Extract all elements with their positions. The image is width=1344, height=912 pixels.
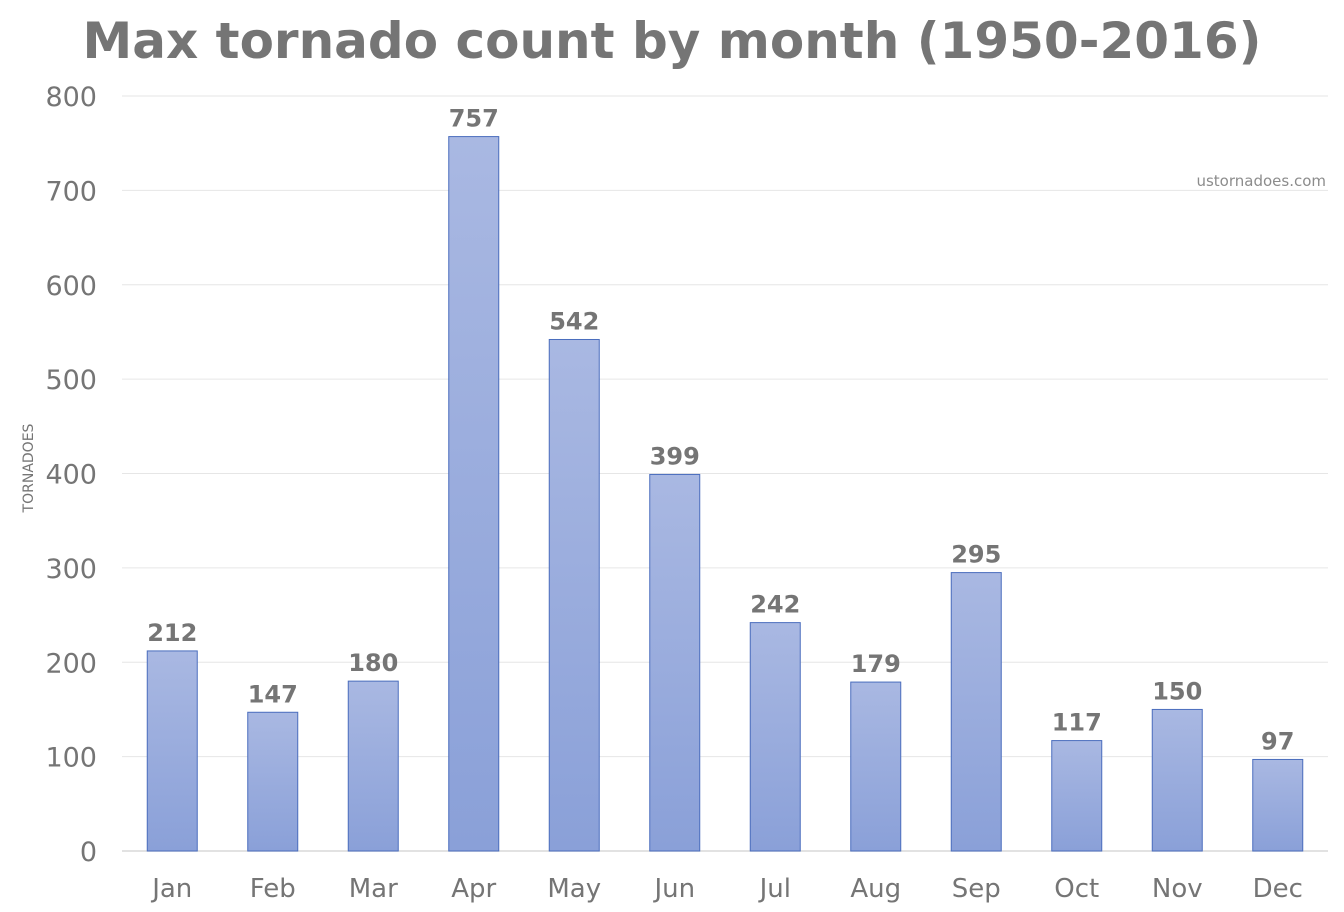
data-label-sep: 295 [951,541,1001,569]
data-label-apr: 757 [449,105,499,133]
y-tick-label: 600 [45,271,97,302]
bar-dec [1252,758,1304,852]
y-tick-label: 500 [45,365,97,396]
bar-aug [850,681,902,852]
x-tick-label-dec: Dec [1253,874,1303,904]
data-label-may: 542 [549,307,599,335]
data-label-jan: 212 [147,619,197,647]
data-label-jul: 242 [750,591,800,619]
y-tick-label: 700 [45,176,97,207]
bar-sep [950,572,1002,852]
x-tick-label-jul: Jul [758,874,791,904]
x-tick-label-nov: Nov [1152,874,1203,904]
x-tick-label-feb: Feb [250,874,296,904]
data-label-nov: 150 [1152,677,1202,705]
bar-jun [649,473,701,852]
x-tick-label-jan: Jan [150,874,192,904]
y-tick-label: 300 [45,554,97,585]
x-tick-label-oct: Oct [1054,874,1099,904]
chart-title: Max tornado count by month (1950-2016) [82,12,1262,70]
x-tick-label-may: May [547,874,601,904]
data-label-mar: 180 [348,649,398,677]
data-label-oct: 117 [1052,709,1102,737]
bar-may [548,338,600,852]
source-annotation: ustornadoes.com [1196,172,1326,190]
y-tick-label: 0 [80,837,97,868]
bar-feb [247,711,299,852]
x-tick-label-sep: Sep [952,874,1001,904]
y-tick-label: 400 [45,460,97,491]
bar-nov [1151,708,1203,852]
bar-apr [448,136,500,852]
y-tick-label: 800 [45,82,97,113]
y-tick-label: 200 [45,648,97,679]
bar-oct [1051,740,1103,852]
bar-mar [347,680,399,852]
data-label-feb: 147 [248,680,298,708]
data-label-jun: 399 [650,442,700,470]
bar-jul [749,622,801,852]
bar-jan [146,650,198,852]
x-tick-label-jun: Jun [652,874,695,904]
x-tick-label-aug: Aug [850,874,901,904]
data-label-aug: 179 [851,650,901,678]
x-tick-label-mar: Mar [349,874,398,904]
x-tick-label-apr: Apr [451,874,496,904]
y-tick-label: 100 [45,743,97,774]
data-label-dec: 97 [1261,727,1294,755]
